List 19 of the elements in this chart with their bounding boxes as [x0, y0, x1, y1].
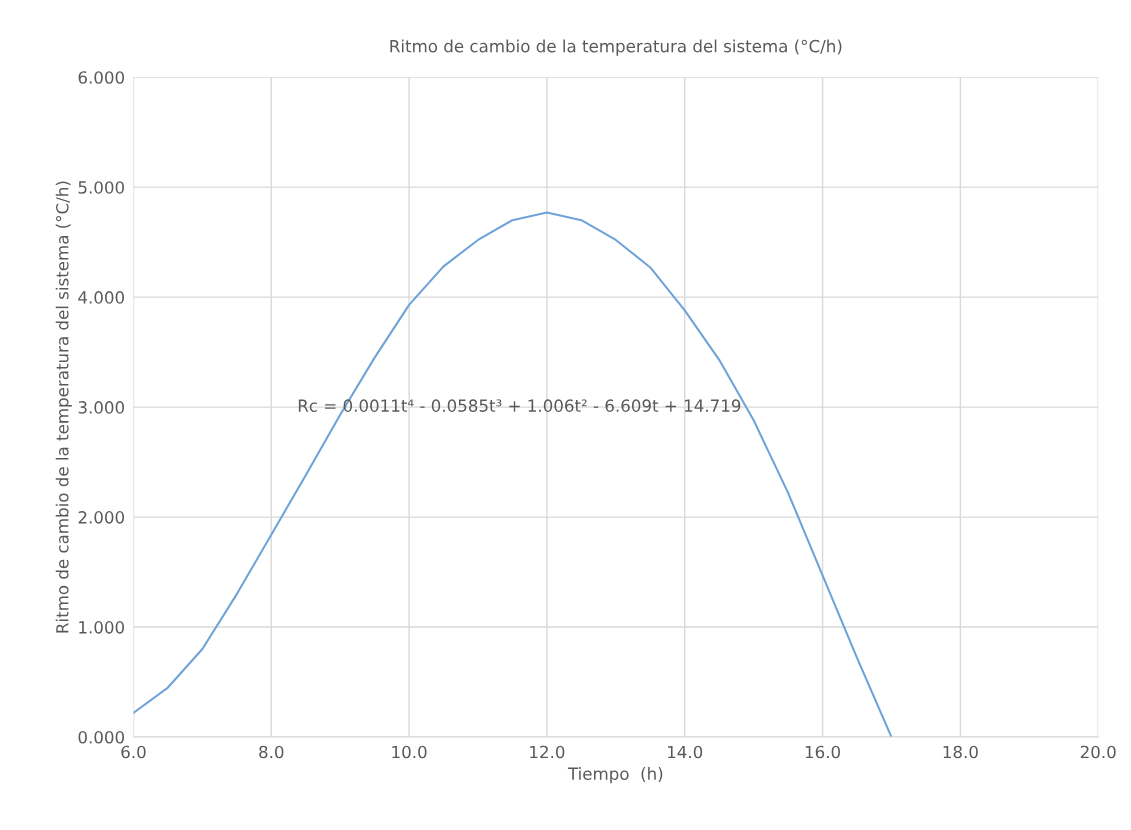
x-tick-label: 12.0 — [530, 745, 565, 759]
line-series — [133, 211, 893, 738]
y-tick-label: 4.000 — [78, 291, 125, 304]
y-tick-label: 1.000 — [79, 621, 125, 634]
x-tick-label: 10.0 — [392, 745, 427, 759]
x-tick-label: 14.0 — [668, 745, 703, 759]
x-tick-label: 20.0 — [1080, 745, 1116, 759]
x-axis-title: Tiempo (h) — [567, 767, 663, 784]
y-tick-label: 6.000 — [78, 71, 125, 84]
chart-title: Ritmo de cambio de la temperatura del sistema (°C/h) — [390, 39, 842, 56]
x-tick-label: 16.0 — [805, 745, 841, 759]
y-tick-label: 3.000 — [78, 401, 125, 414]
x-tick-label: 18.0 — [943, 745, 978, 759]
x-tick-label: 8.0 — [259, 745, 284, 759]
y-tick-label: 2.000 — [78, 511, 125, 524]
y-tick-label: 0.000 — [78, 731, 125, 744]
x-tick-label: 6.0 — [121, 745, 146, 759]
y-axis-title: Ritmo de cambio de la temperatura del sistema (°C/h) — [55, 181, 72, 633]
y-tick-label: 5.000 — [78, 181, 125, 194]
